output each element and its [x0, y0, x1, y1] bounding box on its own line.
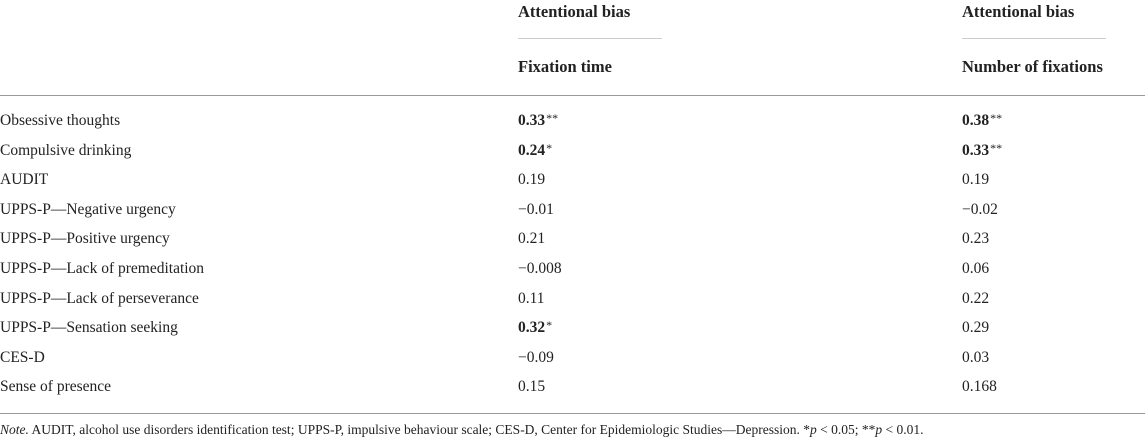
cell-value: 0.33: [518, 112, 546, 129]
header-group: Attentional bias: [518, 2, 631, 21]
cell-value: 0.19: [962, 171, 990, 189]
cell-value: 0.29: [962, 319, 990, 337]
note-text: < 0.05; **: [816, 422, 876, 437]
cell: 0.22: [962, 289, 989, 309]
cell-value: −0.02: [962, 200, 998, 218]
column-header: Number of fixations: [962, 57, 1103, 76]
rule: [0, 413, 1145, 414]
significance: **: [990, 111, 1003, 125]
note-text: < 0.01.: [882, 422, 924, 437]
cell-value: −0.008: [518, 260, 562, 277]
cell: 0.11: [518, 289, 545, 309]
significance: *: [546, 140, 553, 155]
significance: **: [546, 111, 559, 125]
cell-value: 0.19: [518, 171, 546, 189]
header-group: Attentional bias: [962, 2, 1075, 21]
row-label: UPPS-P—Sensation seeking: [0, 319, 178, 337]
cell: 0.38**: [962, 111, 1002, 131]
cell-value: 0.38: [962, 112, 990, 129]
significance: *: [546, 318, 553, 333]
cell-value: 0.06: [962, 260, 990, 277]
cell-value: −0.09: [518, 348, 554, 366]
rule: [518, 38, 662, 39]
cell: 0.06: [962, 259, 989, 279]
cell-value: 0.168: [962, 378, 997, 396]
note-text: p: [810, 422, 817, 437]
row-label: UPPS-P—Positive urgency: [0, 230, 170, 248]
row-label: UPPS-P—Negative urgency: [0, 200, 176, 218]
rule: [962, 38, 1106, 39]
significance: **: [990, 140, 1003, 155]
row-label: CES-D: [0, 348, 45, 366]
cell-value: 0.24: [518, 141, 546, 159]
row-label: Sense of presence: [0, 378, 112, 396]
rule: [0, 95, 1145, 96]
cell: 0.19: [518, 170, 545, 190]
cell: 0.15: [518, 377, 545, 397]
cell: 0.168: [962, 377, 997, 397]
cell: 0.33**: [518, 111, 558, 131]
row-label: UPPS-P—Lack of perseverance: [0, 289, 199, 307]
note-text: p: [875, 422, 883, 437]
cell: 0.19: [962, 170, 989, 190]
cell: 0.33**: [962, 141, 1002, 161]
cell: −0.02: [962, 200, 998, 220]
cell: 0.21: [518, 229, 545, 249]
cell-value: 0.32: [518, 319, 546, 337]
cell: 0.29: [962, 318, 989, 338]
cell-value: 0.22: [962, 289, 990, 307]
cell: 0.24*: [518, 141, 552, 161]
cell: −0.008: [518, 259, 562, 279]
cell-value: 0.21: [518, 230, 546, 248]
row-label: AUDIT: [0, 171, 49, 189]
column-header: Fixation time: [518, 57, 612, 76]
cell-value: 0.15: [518, 378, 546, 396]
cell: 0.23: [962, 229, 989, 249]
cell-value: 0.33: [962, 141, 990, 159]
cell-value: −0.01: [518, 200, 554, 218]
cell-value: 0.11: [518, 289, 545, 307]
cell-value: 0.03: [962, 348, 990, 366]
note-text: Note.: [0, 422, 29, 437]
cell: 0.03: [962, 348, 989, 368]
cell-value: 0.23: [962, 230, 990, 248]
row-label: UPPS-P—Lack of premeditation: [0, 260, 205, 277]
row-label: Compulsive drinking: [0, 141, 132, 159]
cell: −0.01: [518, 200, 554, 220]
note-text: AUDIT, alcohol use disorders identificat…: [28, 422, 811, 437]
cell: −0.09: [518, 348, 554, 368]
table-note: Note. AUDIT, alcohol use disorders ident…: [0, 420, 924, 440]
cell: 0.32*: [518, 318, 552, 338]
row-label: Obsessive thoughts: [0, 112, 121, 129]
